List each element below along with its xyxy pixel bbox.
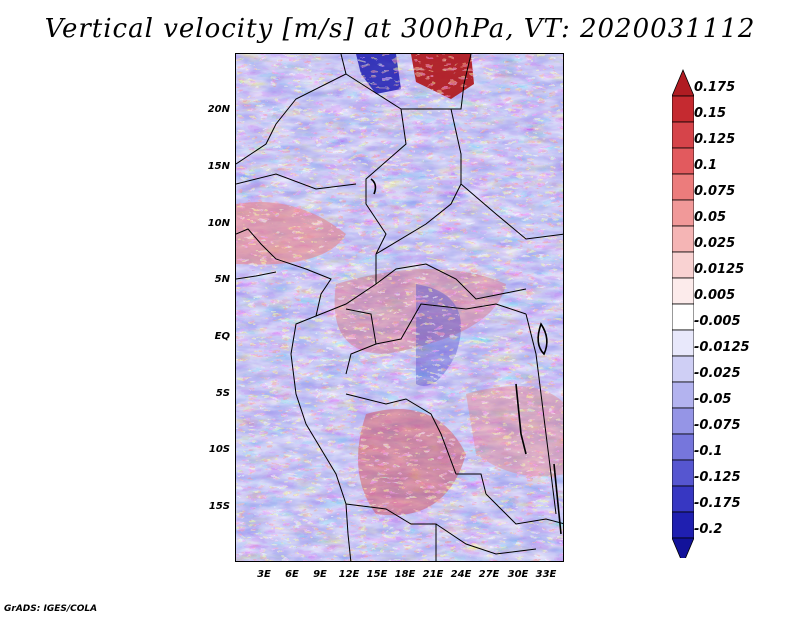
border-libya-sudan xyxy=(401,54,472,110)
footer-credit: GrADS: IGES/COLA xyxy=(4,604,98,614)
colorbar-label: 0.15 xyxy=(694,106,727,121)
border-botswana xyxy=(435,523,537,555)
lat-label: 20N xyxy=(207,104,230,115)
atlantic-coastline xyxy=(236,228,352,561)
lon-label: 9E xyxy=(313,569,327,580)
border-zambia xyxy=(485,493,563,525)
colorbar-label: 0.0125 xyxy=(694,262,745,277)
colorbar-label: -0.05 xyxy=(694,392,732,407)
border-drc-north xyxy=(375,303,527,345)
colorbar-label: -0.2 xyxy=(694,522,723,537)
colorbar-swatch xyxy=(672,95,694,123)
border-east-lakes xyxy=(525,313,557,515)
colorbar-swatch xyxy=(672,381,694,409)
boundaries xyxy=(236,54,563,561)
lake-tanganyika xyxy=(515,383,527,455)
colorbar xyxy=(672,68,694,558)
colorbar-label: 0.05 xyxy=(694,210,727,225)
border-angola-namibia xyxy=(345,503,437,561)
colorbar-swatch xyxy=(672,329,694,357)
colorbar-swatch xyxy=(672,537,694,558)
colorbar-swatch xyxy=(672,303,694,331)
colorbar-label: 0.075 xyxy=(694,184,736,199)
border-cameroon xyxy=(315,254,377,317)
lon-label: 27E xyxy=(478,569,500,580)
colorbar-label: -0.0125 xyxy=(694,340,750,355)
colorbar-label: 0.025 xyxy=(694,236,736,251)
lakes xyxy=(370,178,562,535)
colorbar-label: 0.005 xyxy=(694,288,736,303)
colorbar-label: -0.175 xyxy=(694,496,741,511)
colorbar-swatch xyxy=(672,459,694,487)
lon-label: 3E xyxy=(257,569,271,580)
colorbar-label: -0.075 xyxy=(694,418,741,433)
colorbar-label: -0.1 xyxy=(694,444,723,459)
border-angola-drc xyxy=(345,393,487,495)
field-cells xyxy=(236,54,563,561)
border-car xyxy=(375,263,527,300)
colorbar-swatch xyxy=(672,277,694,305)
lat-label: 5S xyxy=(215,388,230,399)
lon-label: 24E xyxy=(450,569,472,580)
border-sudan-ethiopia xyxy=(460,183,563,240)
lat-label: 5N xyxy=(214,274,230,285)
colorbar-swatch xyxy=(672,173,694,201)
lon-label: 18E xyxy=(394,569,416,580)
border-chad-sudan xyxy=(375,108,462,255)
colorbar-swatch xyxy=(672,68,694,97)
velocity-field xyxy=(236,54,563,561)
colorbar-label: 0.175 xyxy=(694,80,736,95)
colorbar-swatch xyxy=(672,511,694,539)
lat-label: 10N xyxy=(207,218,230,229)
colorbar-label: -0.025 xyxy=(694,366,741,381)
colorbar-swatch xyxy=(672,147,694,175)
border-sahel-1 xyxy=(236,54,347,165)
lon-label: 12E xyxy=(338,569,360,580)
colorbar-swatch xyxy=(672,121,694,149)
colorbar-swatch xyxy=(672,225,694,253)
colorbar-label: 0.1 xyxy=(694,158,718,173)
colorbar-swatch xyxy=(672,199,694,227)
colorbar-label: 0.125 xyxy=(694,132,736,147)
lake-chad xyxy=(370,178,377,195)
colorbar-swatch xyxy=(672,485,694,513)
colorbar-label: -0.125 xyxy=(694,470,741,485)
lake-malawi xyxy=(553,463,562,535)
lat-label: 10S xyxy=(208,444,230,455)
gulf-coast xyxy=(236,271,277,280)
lat-label: EQ xyxy=(214,331,230,342)
lon-label: 15E xyxy=(366,569,388,580)
colorbar-label: -0.005 xyxy=(694,314,741,329)
colorbar-swatch xyxy=(672,407,694,435)
map-panel xyxy=(235,53,564,562)
colorbar-swatch xyxy=(672,433,694,461)
lon-label: 30E xyxy=(507,569,529,580)
lake-victoria xyxy=(537,322,548,356)
lat-label: 15S xyxy=(208,501,230,512)
lon-label: 21E xyxy=(422,569,444,580)
map-title: Vertical velocity [m/s] at 300hPa, VT: 2… xyxy=(44,14,756,44)
lon-label: 33E xyxy=(535,569,557,580)
border-niger-nigeria xyxy=(236,173,357,190)
lon-label: 6E xyxy=(285,569,299,580)
colorbar-swatch xyxy=(672,355,694,383)
colorbar-swatch xyxy=(672,251,694,279)
lat-label: 15N xyxy=(207,161,230,172)
